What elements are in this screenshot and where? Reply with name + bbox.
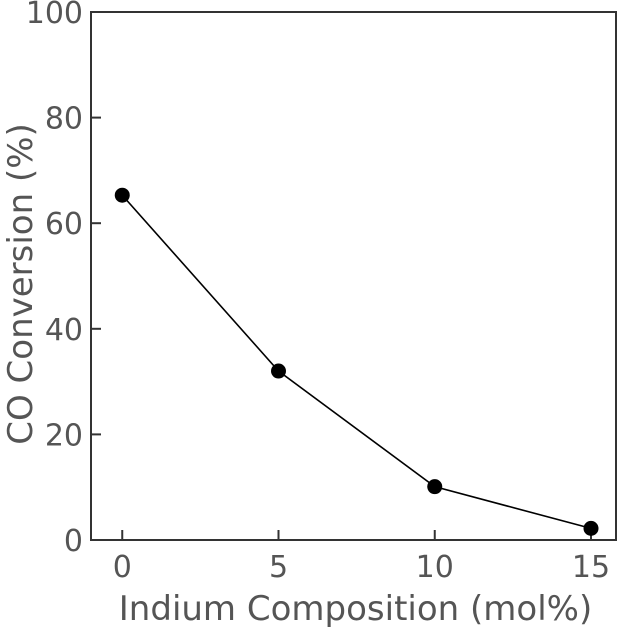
y-tick-label-3: 60 bbox=[45, 207, 83, 242]
x-tick-label-3: 15 bbox=[572, 550, 610, 585]
x-tick-label-1: 5 bbox=[269, 550, 288, 585]
y-tick-label-0: 0 bbox=[64, 524, 83, 559]
x-tick-label-0: 0 bbox=[113, 550, 132, 585]
y-tick-label-5: 100 bbox=[26, 0, 83, 31]
x-axis-ticks: 0 5 10 15 bbox=[113, 530, 610, 585]
x-tick-label-2: 10 bbox=[416, 550, 454, 585]
data-point-0 bbox=[114, 187, 130, 203]
x-axis-title: Indium Composition (mol%) bbox=[119, 589, 592, 629]
plot-area-frame bbox=[90, 11, 617, 541]
data-point-2 bbox=[427, 479, 443, 495]
y-axis-ticks: 0 20 40 60 80 100 bbox=[26, 0, 101, 559]
y-axis-title: CO Conversion (%) bbox=[1, 123, 41, 445]
series-line-0 bbox=[121, 194, 592, 530]
y-tick-label-4: 80 bbox=[45, 102, 83, 137]
data-point-3 bbox=[583, 520, 599, 536]
data-point-1 bbox=[271, 363, 286, 379]
y-tick-label-1: 20 bbox=[45, 418, 83, 453]
y-tick-label-2: 40 bbox=[45, 313, 83, 348]
series-layer bbox=[114, 187, 599, 536]
